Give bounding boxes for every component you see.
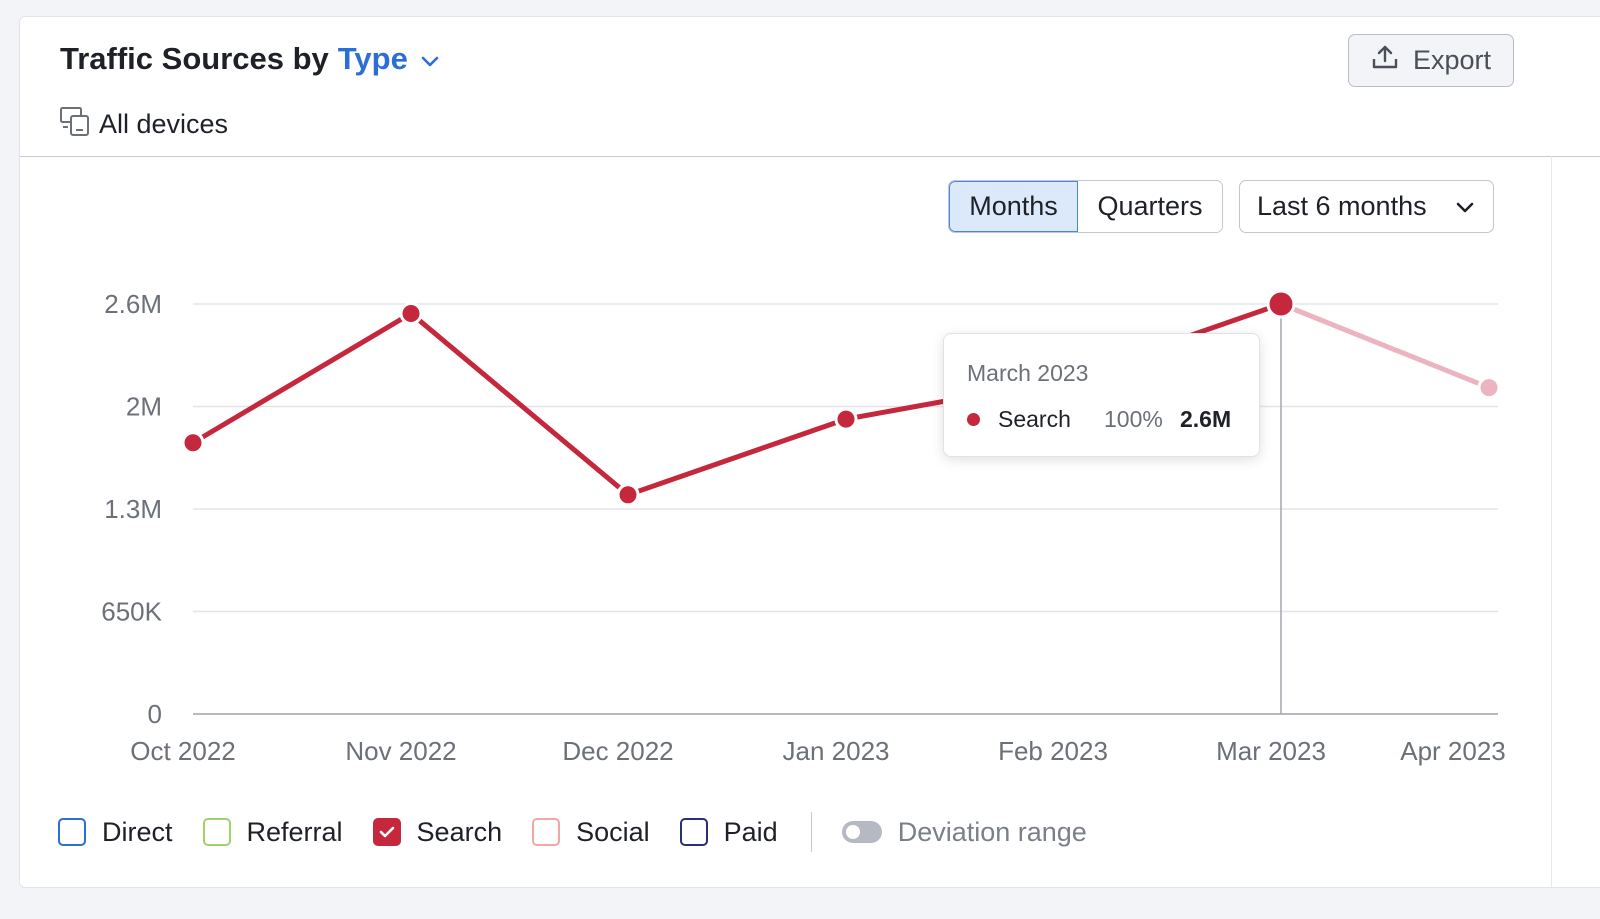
- legend-label-paid: Paid: [723, 816, 778, 847]
- data-point: [1266, 289, 1296, 319]
- export-label: Export: [1412, 45, 1492, 75]
- legend-label-direct: Direct: [102, 816, 173, 847]
- panel-divider: [1551, 156, 1552, 887]
- series-dot-icon: [967, 413, 980, 426]
- tooltip-value: 2.6M: [1180, 406, 1232, 432]
- checkmark-icon: [379, 826, 394, 838]
- tooltip-series-name: Search: [998, 406, 1071, 432]
- type-dropdown[interactable]: Type: [337, 41, 408, 76]
- legend-item-paid[interactable]: Paid: [679, 816, 778, 848]
- tooltip-row: Search 100% 2.6M: [967, 406, 1231, 433]
- traffic-sources-card: Traffic Sources by Type All devices Expo…: [19, 16, 1600, 888]
- checkbox-search[interactable]: [372, 818, 401, 846]
- data-point: [1477, 376, 1501, 400]
- y-tick-label: 2M: [126, 392, 162, 422]
- deviation-range-label: Deviation range: [897, 816, 1087, 847]
- tooltip-title: March 2023: [967, 360, 1089, 386]
- deviation-range-toggle[interactable]: Deviation range: [841, 816, 1087, 848]
- tab-quarters[interactable]: Quarters: [1078, 181, 1222, 232]
- title-prefix: Traffic Sources by: [60, 41, 329, 76]
- widget-title: Traffic Sources by Type: [60, 41, 440, 77]
- data-point: [181, 431, 205, 455]
- legend-label-referral: Referral: [246, 816, 343, 847]
- date-range-label: Last 6 months: [1257, 191, 1427, 221]
- legend-item-social[interactable]: Social: [532, 817, 650, 848]
- series-line-incomplete: [1278, 301, 1492, 391]
- toggle-switch[interactable]: [841, 821, 882, 843]
- upload-icon: [1371, 43, 1399, 78]
- legend-item-referral[interactable]: Referral: [202, 816, 343, 848]
- device-filter[interactable]: All devices: [59, 105, 228, 144]
- x-tick-label: Mar 2023: [1216, 736, 1326, 766]
- x-tick-label: Oct 2022: [130, 736, 236, 766]
- chart-legend: Direct Referral Search Social Paid Devia…: [58, 812, 1117, 852]
- devices-label: All devices: [99, 109, 229, 139]
- legend-label-search: Search: [416, 816, 503, 847]
- devices-icon: [59, 105, 91, 144]
- x-tick-label: Jan 2023: [783, 736, 890, 766]
- header-divider: [20, 156, 1600, 157]
- x-tick-label: Dec 2022: [562, 736, 673, 766]
- legend-label-social: Social: [576, 816, 650, 847]
- tab-months[interactable]: Months: [949, 181, 1078, 232]
- chevron-down-icon: [1455, 191, 1475, 222]
- data-point: [834, 407, 858, 431]
- x-tick-label: Nov 2022: [345, 736, 456, 766]
- tooltip-percent: 100%: [1104, 406, 1163, 432]
- y-tick-label: 2.6M: [104, 289, 162, 319]
- y-tick-label: 1.3M: [104, 494, 162, 524]
- legend-divider: [810, 812, 812, 852]
- checkbox-paid[interactable]: [679, 818, 708, 846]
- x-tick-label: Feb 2023: [998, 736, 1108, 766]
- chevron-down-icon[interactable]: [420, 41, 440, 77]
- legend-item-direct[interactable]: Direct: [58, 817, 173, 848]
- checkbox-referral[interactable]: [202, 818, 231, 846]
- x-tick-label: Apr 2023: [1400, 736, 1506, 766]
- date-range-select[interactable]: Last 6 months: [1239, 180, 1494, 233]
- legend-item-search[interactable]: Search: [372, 816, 503, 848]
- checkbox-social[interactable]: [532, 818, 561, 846]
- y-tick-label: 650K: [101, 597, 162, 627]
- granularity-toggle: Months Quarters: [948, 180, 1223, 233]
- data-point: [616, 483, 640, 507]
- data-point: [399, 301, 423, 325]
- checkbox-direct[interactable]: [58, 818, 86, 846]
- chart-tooltip: March 2023 Search 100% 2.6M: [943, 333, 1260, 457]
- export-button[interactable]: Export: [1348, 34, 1514, 87]
- y-tick-label: 0: [148, 699, 162, 729]
